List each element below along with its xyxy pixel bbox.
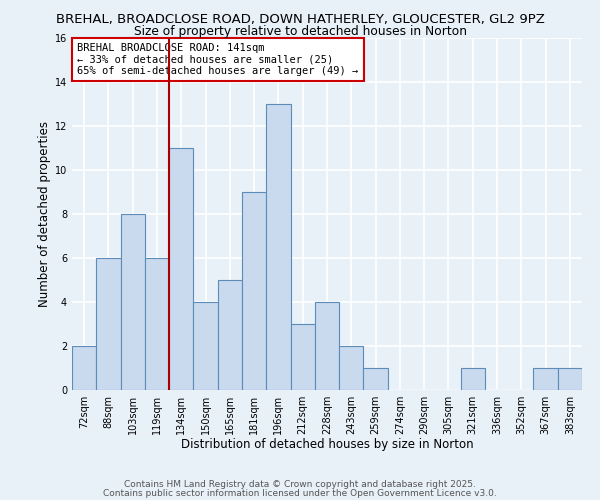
Bar xyxy=(315,302,339,390)
Bar xyxy=(339,346,364,390)
Bar xyxy=(145,258,169,390)
Bar xyxy=(290,324,315,390)
Text: BREHAL, BROADCLOSE ROAD, DOWN HATHERLEY, GLOUCESTER, GL2 9PZ: BREHAL, BROADCLOSE ROAD, DOWN HATHERLEY,… xyxy=(56,12,544,26)
Bar xyxy=(193,302,218,390)
Text: Contains HM Land Registry data © Crown copyright and database right 2025.: Contains HM Land Registry data © Crown c… xyxy=(124,480,476,489)
Text: Contains public sector information licensed under the Open Government Licence v3: Contains public sector information licen… xyxy=(103,488,497,498)
X-axis label: Distribution of detached houses by size in Norton: Distribution of detached houses by size … xyxy=(181,438,473,452)
Bar xyxy=(96,258,121,390)
Bar xyxy=(533,368,558,390)
Bar xyxy=(242,192,266,390)
Bar xyxy=(121,214,145,390)
Bar xyxy=(169,148,193,390)
Y-axis label: Number of detached properties: Number of detached properties xyxy=(38,120,50,306)
Bar xyxy=(72,346,96,390)
Bar xyxy=(266,104,290,390)
Bar xyxy=(218,280,242,390)
Text: BREHAL BROADCLOSE ROAD: 141sqm
← 33% of detached houses are smaller (25)
65% of : BREHAL BROADCLOSE ROAD: 141sqm ← 33% of … xyxy=(77,43,358,76)
Bar xyxy=(364,368,388,390)
Bar xyxy=(461,368,485,390)
Bar xyxy=(558,368,582,390)
Text: Size of property relative to detached houses in Norton: Size of property relative to detached ho… xyxy=(133,25,467,38)
